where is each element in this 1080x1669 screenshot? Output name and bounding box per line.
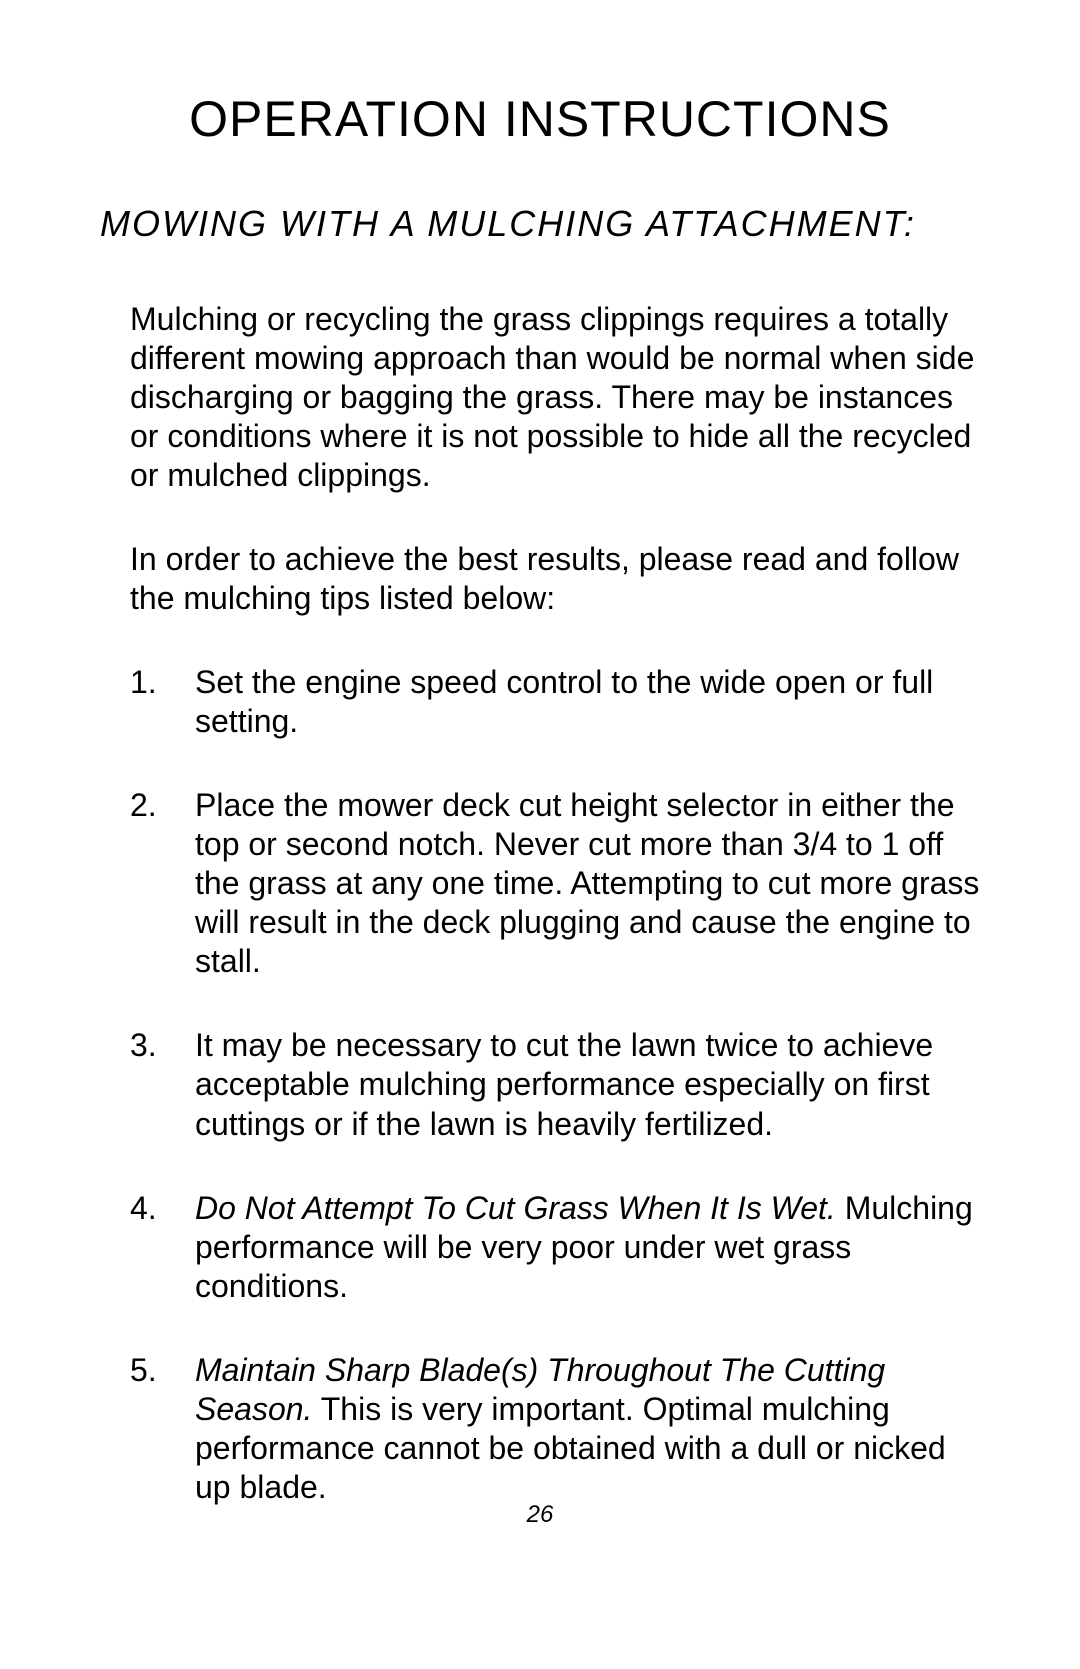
list-item: 4. Do Not Attempt To Cut Grass When It I… [130, 1189, 980, 1306]
list-number: 5. [130, 1351, 195, 1390]
list-number: 1. [130, 663, 195, 702]
list-item: 1. Set the engine speed control to the w… [130, 663, 980, 741]
list-item: 3. It may be necessary to cut the lawn t… [130, 1026, 980, 1143]
list-text: Set the engine speed control to the wide… [195, 663, 980, 741]
list-text: Maintain Sharp Blade(s) Throughout The C… [195, 1351, 980, 1507]
tips-list: 1. Set the engine speed control to the w… [130, 663, 980, 1507]
list-text: It may be necessary to cut the lawn twic… [195, 1026, 980, 1143]
page-number: 26 [0, 1501, 1080, 1529]
list-number: 2. [130, 786, 195, 825]
list-number: 4. [130, 1189, 195, 1228]
list-text: Do Not Attempt To Cut Grass When It Is W… [195, 1189, 980, 1306]
list-item: 5. Maintain Sharp Blade(s) Throughout Th… [130, 1351, 980, 1507]
list-item: 2. Place the mower deck cut height selec… [130, 786, 980, 981]
intro-paragraph-2: In order to achieve the best results, pl… [130, 540, 980, 618]
list-number: 3. [130, 1026, 195, 1065]
section-subtitle: MOWING WITH A MULCHING ATTACHMENT: [100, 203, 980, 245]
page-title: OPERATION INSTRUCTIONS [100, 90, 980, 148]
list-text-emph: Do Not Attempt To Cut Grass When It Is W… [195, 1190, 836, 1226]
list-text: Place the mower deck cut height selector… [195, 786, 980, 981]
manual-page: OPERATION INSTRUCTIONS MOWING WITH A MUL… [0, 0, 1080, 1669]
intro-paragraph-1: Mulching or recycling the grass clipping… [130, 300, 980, 495]
